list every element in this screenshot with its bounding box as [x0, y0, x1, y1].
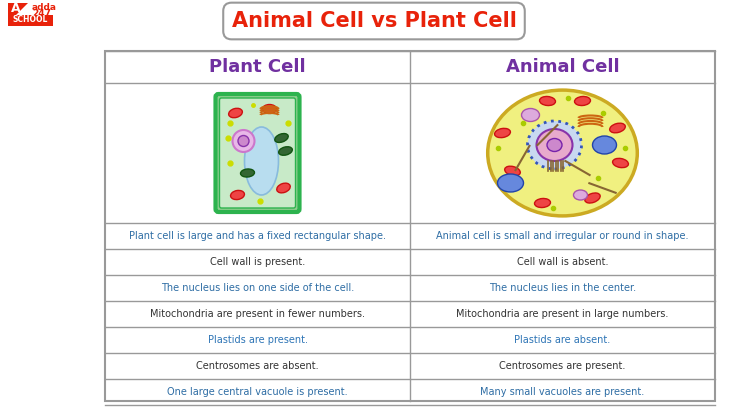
Ellipse shape	[592, 136, 616, 154]
Ellipse shape	[585, 193, 600, 203]
Bar	[105, 51, 715, 401]
Text: Mitochondria are present in large numbers.: Mitochondria are present in large number…	[456, 309, 669, 319]
Text: A: A	[11, 2, 21, 16]
Text: Centrosomes are absent.: Centrosomes are absent.	[196, 361, 319, 371]
Ellipse shape	[279, 147, 292, 155]
Ellipse shape	[231, 191, 244, 200]
Bar	[8, 15, 53, 26]
Ellipse shape	[521, 108, 539, 121]
Text: Plant Cell: Plant Cell	[209, 58, 306, 76]
Text: Plastids are absent.: Plastids are absent.	[515, 335, 610, 345]
Text: Mitochondria are present in fewer numbers.: Mitochondria are present in fewer number…	[150, 309, 365, 319]
Ellipse shape	[238, 135, 249, 146]
Ellipse shape	[497, 174, 524, 192]
Ellipse shape	[276, 183, 291, 193]
Ellipse shape	[613, 158, 628, 168]
FancyBboxPatch shape	[219, 98, 296, 208]
Text: Centrosomes are present.: Centrosomes are present.	[500, 361, 625, 371]
FancyBboxPatch shape	[216, 94, 300, 212]
Text: Cell wall is absent.: Cell wall is absent.	[517, 257, 608, 267]
Ellipse shape	[228, 108, 243, 118]
Ellipse shape	[275, 134, 288, 142]
Ellipse shape	[574, 190, 587, 200]
Ellipse shape	[539, 97, 556, 106]
Ellipse shape	[527, 121, 581, 169]
Text: One large central vacuole is present.: One large central vacuole is present.	[167, 387, 348, 397]
Ellipse shape	[535, 198, 551, 207]
Text: Animal Cell: Animal Cell	[506, 58, 619, 76]
Text: Animal cell is small and irregular or round in shape.: Animal cell is small and irregular or ro…	[436, 231, 689, 241]
Text: The nucleus lies in the center.: The nucleus lies in the center.	[489, 283, 636, 293]
Ellipse shape	[488, 90, 637, 216]
Ellipse shape	[505, 166, 521, 176]
Ellipse shape	[574, 97, 590, 106]
Ellipse shape	[536, 129, 572, 161]
Ellipse shape	[494, 128, 510, 138]
Text: Cell wall is present.: Cell wall is present.	[210, 257, 305, 267]
Text: The nucleus lies on one side of the cell.: The nucleus lies on one side of the cell…	[161, 283, 354, 293]
Polygon shape	[8, 3, 28, 23]
Text: Plant cell is large and has a fixed rectangular shape.: Plant cell is large and has a fixed rect…	[129, 231, 386, 241]
Ellipse shape	[610, 123, 625, 133]
Ellipse shape	[240, 169, 255, 177]
Text: Animal Cell vs Plant Cell: Animal Cell vs Plant Cell	[231, 11, 517, 31]
Text: 247: 247	[32, 9, 51, 18]
Text: SCHOOL: SCHOOL	[12, 16, 48, 25]
Ellipse shape	[262, 105, 276, 114]
Text: Many small vacuoles are present.: Many small vacuoles are present.	[480, 387, 645, 397]
Text: Plastids are present.: Plastids are present.	[207, 335, 308, 345]
Ellipse shape	[244, 127, 279, 195]
Text: adda: adda	[32, 2, 57, 11]
Ellipse shape	[232, 130, 255, 152]
Ellipse shape	[547, 139, 562, 151]
